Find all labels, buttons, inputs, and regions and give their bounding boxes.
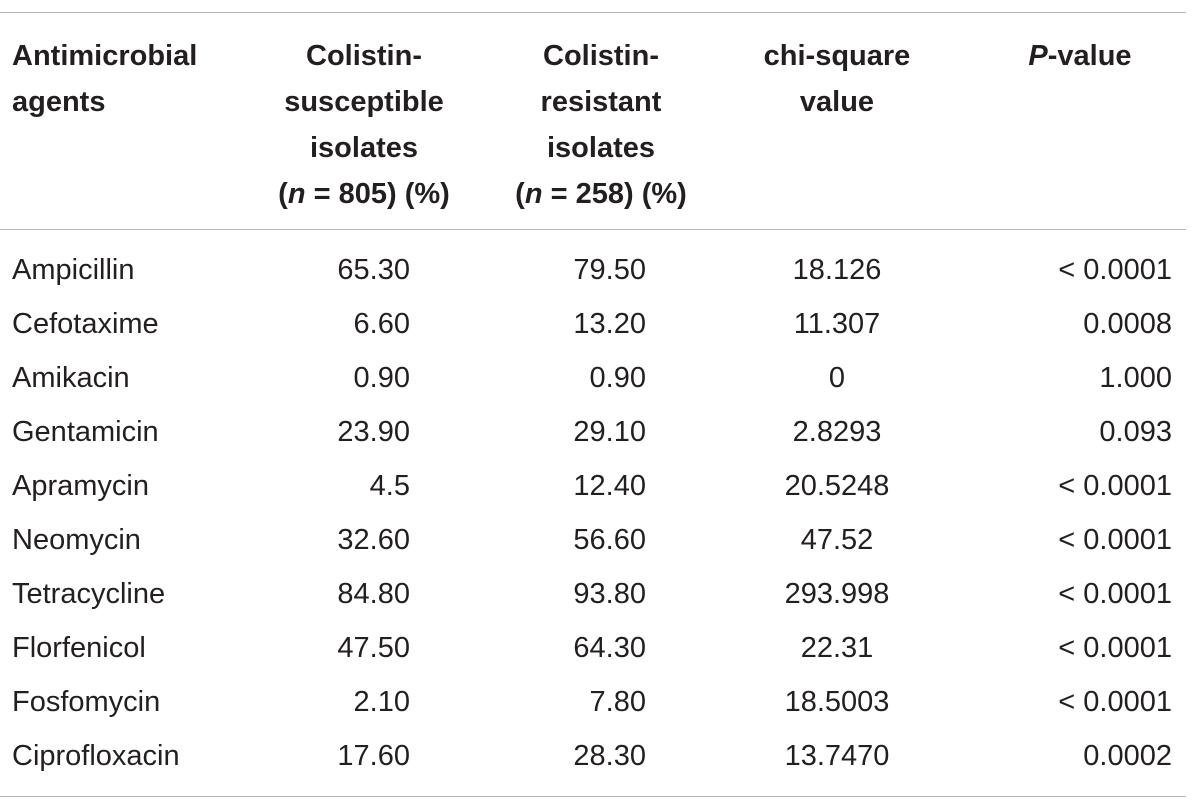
cell-p-value: 0.0002 [1083, 740, 1172, 772]
header-colistin-resistant: Colistin- resistant isolates (n = 258) (… [492, 33, 710, 217]
cell-resistant: 93.80 [573, 578, 646, 610]
cell-chi-square: 0 [828, 362, 846, 394]
cell-resistant: 12.40 [573, 470, 646, 502]
cell-p-value: < 0.0001 [1058, 254, 1172, 286]
cell-chi-square: 18.5003 [784, 686, 890, 718]
table-row: Neomycin 32.60 56.60 47.52 < 0.0001 [0, 513, 1186, 567]
header-line: chi-square [763, 40, 911, 72]
table-row: Fosfomycin 2.10 7.80 18.5003 < 0.0001 [0, 675, 1186, 729]
cell-susceptible: 4.5 [369, 470, 410, 502]
cell-agent: Neomycin [12, 524, 141, 556]
cell-susceptible: 0.90 [353, 362, 410, 394]
header-n-symbol: n [524, 178, 543, 210]
header-line: isolates [310, 132, 418, 164]
table-row: Gentamicin 23.90 29.10 2.8293 0.093 [0, 405, 1186, 459]
table-row: Florfenicol 47.50 64.30 22.31 < 0.0001 [0, 621, 1186, 675]
cell-agent: Fosfomycin [12, 686, 161, 718]
cell-susceptible: 17.60 [337, 740, 410, 772]
header-sample-size: (n = 258) (%) [515, 178, 687, 210]
cell-p-value: < 0.0001 [1058, 524, 1172, 556]
table-row: Apramycin 4.5 12.40 20.5248 < 0.0001 [0, 459, 1186, 513]
header-line: Antimicrobial [12, 40, 198, 72]
table-row: Cefotaxime 6.60 13.20 11.307 0.0008 [0, 297, 1186, 351]
cell-p-value: < 0.0001 [1058, 686, 1172, 718]
cell-resistant: 64.30 [573, 632, 646, 664]
header-p-label: P-value [1010, 33, 1150, 79]
cell-susceptible: 23.90 [337, 416, 410, 448]
cell-chi-square: 47.52 [800, 524, 874, 556]
cell-resistant: 56.60 [573, 524, 646, 556]
cell-agent: Cefotaxime [12, 308, 159, 340]
cell-susceptible: 32.60 [337, 524, 410, 556]
cell-chi-square: 22.31 [800, 632, 874, 664]
cell-resistant: 13.20 [573, 308, 646, 340]
bottom-rule [0, 796, 1186, 797]
cell-resistant: 29.10 [573, 416, 646, 448]
header-p-value: P-value [1010, 33, 1150, 79]
header-antimicrobial-agents: Antimicrobial agents [12, 33, 197, 125]
header-line: isolates [547, 132, 655, 164]
cell-p-value: < 0.0001 [1058, 632, 1172, 664]
header-colistin-susceptible: Colistin- susceptible isolates (n = 805)… [255, 33, 473, 217]
header-n-symbol: n [287, 178, 306, 210]
top-rule [0, 12, 1186, 13]
cell-agent: Gentamicin [12, 416, 159, 448]
table-row: Amikacin 0.90 0.90 0 1.000 [0, 351, 1186, 405]
cell-agent: Florfenicol [12, 632, 146, 664]
header-sample-size: (n = 805) (%) [278, 178, 450, 210]
cell-p-value: 0.093 [1099, 416, 1172, 448]
header-chi-square-value: chi-square value [732, 33, 942, 125]
cell-agent: Tetracycline [12, 578, 166, 610]
cell-agent: Ampicillin [12, 254, 135, 286]
cell-susceptible: 2.10 [353, 686, 410, 718]
table-row: Ampicillin 65.30 79.50 18.126 < 0.0001 [0, 243, 1186, 297]
cell-chi-square: 2.8293 [792, 416, 882, 448]
header-rule [0, 229, 1186, 230]
header-line: value [799, 86, 875, 118]
header-line: susceptible [284, 86, 444, 118]
cell-susceptible: 84.80 [337, 578, 410, 610]
cell-susceptible: 6.60 [353, 308, 410, 340]
cell-chi-square: 11.307 [793, 308, 881, 340]
cell-chi-square: 18.126 [792, 254, 882, 286]
header-p-text: -value [1047, 40, 1132, 72]
cell-susceptible: 47.50 [337, 632, 410, 664]
cell-resistant: 79.50 [573, 254, 646, 286]
cell-resistant: 7.80 [589, 686, 646, 718]
cell-chi-square: 13.7470 [784, 740, 890, 772]
header-p-symbol: P [1028, 40, 1048, 72]
header-n-value: = 805) (%) [305, 178, 450, 210]
header-line: Colistin- [543, 40, 659, 72]
cell-chi-square: 20.5248 [784, 470, 890, 502]
cell-resistant: 0.90 [589, 362, 646, 394]
cell-agent: Ciprofloxacin [12, 740, 180, 772]
cell-p-value: 0.0008 [1083, 308, 1172, 340]
cell-agent: Apramycin [12, 470, 149, 502]
header-line: resistant [540, 86, 662, 118]
cell-p-value: 1.000 [1099, 362, 1172, 394]
cell-agent: Amikacin [12, 362, 130, 394]
table-row: Ciprofloxacin 17.60 28.30 13.7470 0.0002 [0, 729, 1186, 783]
cell-p-value: < 0.0001 [1058, 470, 1172, 502]
header-line: Colistin- [306, 40, 422, 72]
cell-p-value: < 0.0001 [1058, 578, 1172, 610]
header-line: agents [12, 86, 106, 118]
header-n-value: = 258) (%) [542, 178, 687, 210]
cell-chi-square: 293.998 [784, 578, 890, 610]
table-row: Tetracycline 84.80 93.80 293.998 < 0.000… [0, 567, 1186, 621]
cell-resistant: 28.30 [573, 740, 646, 772]
cell-susceptible: 65.30 [337, 254, 410, 286]
